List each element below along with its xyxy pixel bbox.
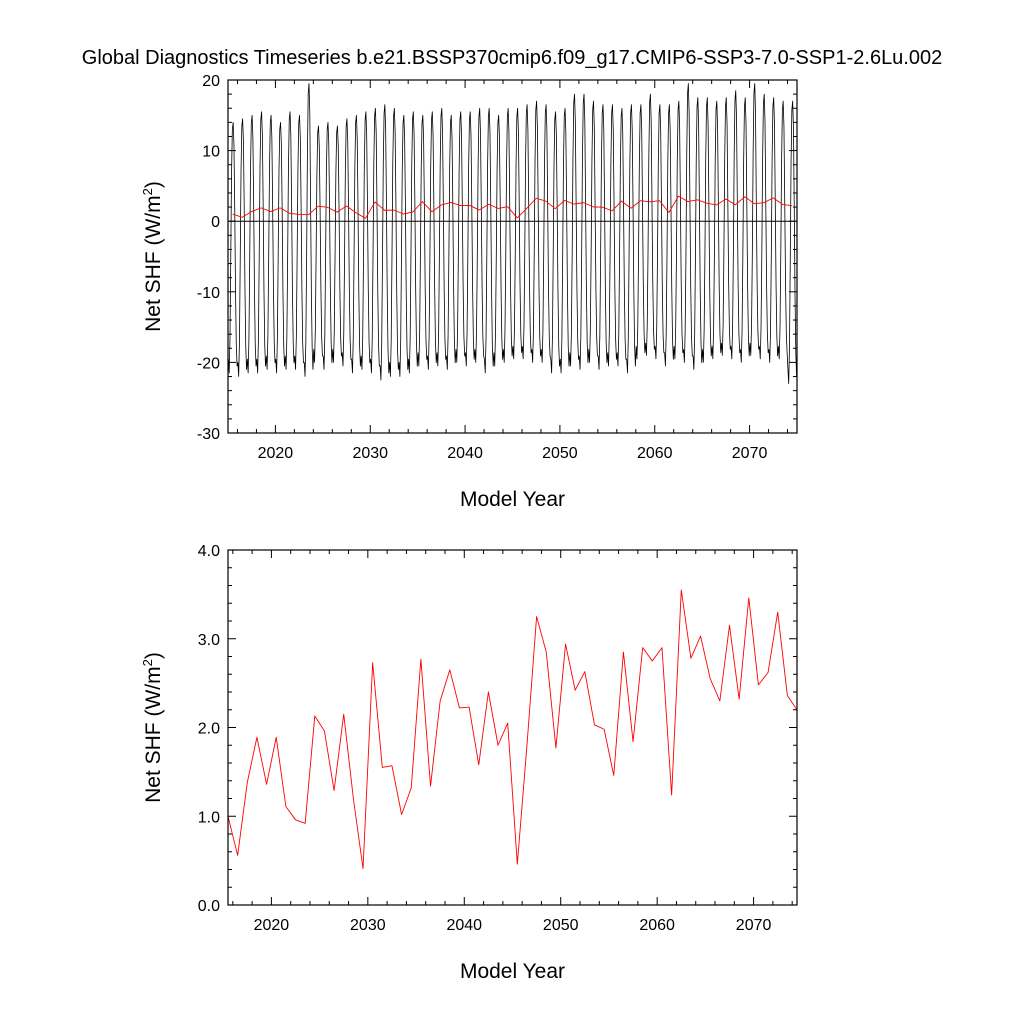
x-tick-label: 2040 xyxy=(446,917,482,934)
monthly-series-line xyxy=(228,83,797,384)
y-tick-label: -30 xyxy=(197,426,220,443)
x-tick-label: 2020 xyxy=(258,445,294,462)
y-tick-label: 1.0 xyxy=(198,809,220,826)
y-axis-title-close: ) xyxy=(142,181,165,188)
top-panel-timeseries: 2020 2030 2040 2050 2060 2070 -30 -20 -10 0 10 20 Mo… xyxy=(140,73,798,511)
x-tick-label: 2050 xyxy=(543,917,579,934)
y-axis-title-superscript: 2 xyxy=(140,659,155,666)
y-axis-title: Net SHF (W/m2) xyxy=(140,181,165,332)
bottom-panel-annual-mean: 2020 2030 2040 2050 2060 2070 0.0 1.0 2.0 3.0 4.0 M… xyxy=(140,543,798,983)
y-tick-label: 0 xyxy=(211,214,220,231)
x-axis-title: Model Year xyxy=(460,960,565,983)
x-tick-label: 2070 xyxy=(732,445,768,462)
y-tick-label: -20 xyxy=(197,355,220,372)
figure-title: Global Diagnostics Timeseries b.e21.BSSP… xyxy=(82,47,942,69)
x-tick-label: 2040 xyxy=(447,445,483,462)
y-tick-label: 3.0 xyxy=(198,632,220,649)
x-tick-label: 2030 xyxy=(352,445,388,462)
x-tick-label: 2030 xyxy=(350,917,386,934)
x-tick-label: 2070 xyxy=(736,917,772,934)
x-tick-label: 2060 xyxy=(637,445,673,462)
y-axis-title-superscript: 2 xyxy=(140,188,155,195)
y-axis-title-main: Net SHF (W/m xyxy=(142,195,165,332)
x-tick-label: 2020 xyxy=(254,917,290,934)
y-tick-label: 4.0 xyxy=(198,543,220,560)
y-axis-title-close: ) xyxy=(142,652,165,659)
x-tick-label: 2060 xyxy=(639,917,675,934)
y-tick-label: -10 xyxy=(197,285,220,302)
y-tick-label: 2.0 xyxy=(198,721,220,738)
y-axis-title-main: Net SHF (W/m xyxy=(142,666,165,803)
y-tick-label: 20 xyxy=(202,73,220,90)
annual-mean-series-line xyxy=(228,589,797,870)
plot-frame xyxy=(227,79,798,434)
x-axis-title: Model Year xyxy=(460,488,565,511)
x-tick-label: 2050 xyxy=(542,445,578,462)
annual-mean-series-line xyxy=(232,195,793,219)
y-tick-label: 10 xyxy=(202,144,220,161)
y-tick-label: 0.0 xyxy=(198,898,220,915)
y-axis-title: Net SHF (W/m2) xyxy=(140,652,165,803)
